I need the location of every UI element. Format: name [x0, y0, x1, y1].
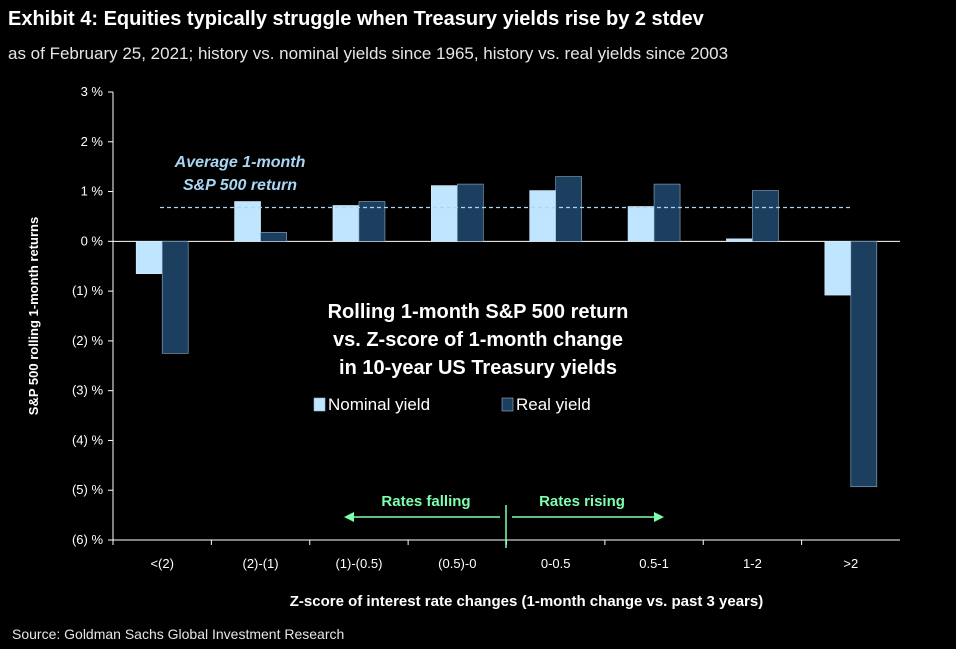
chart-bars: [135, 176, 878, 488]
x-axis-label: Z-score of interest rate changes (1-mont…: [290, 593, 763, 610]
y-tick-label: 2 %: [81, 134, 104, 149]
bar-real-1: [260, 232, 287, 242]
y-tick-label: (1) %: [72, 283, 104, 298]
bar-chart: S&P 500 rolling 1-month returns Z-score o…: [26, 84, 900, 610]
chart-title: Exhibit 4: Equities typically struggle w…: [8, 8, 704, 30]
bar-real-3: [457, 183, 484, 242]
bar-real-0: [161, 241, 189, 354]
y-tick-labels: 3 % 2 % 1 % 0 % (1) % (2) % (3) % (4) % (5) % (6)…: [72, 84, 104, 547]
bar-real-7: [850, 241, 878, 488]
x-tick-label: 0-0.5: [541, 556, 571, 571]
inset-text-line: vs. Z-score of 1-month change: [333, 329, 623, 351]
y-tick-label: (5) %: [72, 482, 104, 497]
inset-text-line: in 10-year US Treasury yields: [339, 357, 617, 379]
source-note: Source: Goldman Sachs Global Investment …: [12, 626, 345, 642]
legend-swatch: [313, 397, 326, 412]
average-return-label: Average 1-month: [174, 154, 306, 171]
y-tick-label: 3 %: [81, 84, 104, 99]
inset-text-line: Rolling 1-month S&P 500 return: [328, 301, 629, 323]
legend-swatch: [501, 397, 514, 412]
bar-nominal-0: [135, 241, 163, 274]
bar-nominal-7: [824, 241, 852, 296]
y-tick-label: (4) %: [72, 432, 104, 447]
legend-label: Real yield: [516, 395, 591, 414]
chart-axes: S&P 500 rolling 1-month returns Z-score o…: [26, 91, 900, 610]
y-axis-label: S&P 500 rolling 1-month returns: [26, 217, 41, 415]
y-tick-label: (3) %: [72, 383, 104, 398]
rates-rising-label: Rates rising: [539, 493, 625, 510]
x-tick-label: (0.5)-0: [438, 556, 476, 571]
y-tick-label: (2) %: [72, 333, 104, 348]
y-tick-label: 0 %: [81, 233, 104, 248]
bar-nominal-4: [529, 190, 556, 242]
bar-nominal-6: [726, 238, 753, 242]
x-tick-label: >2: [843, 556, 858, 571]
x-tick-label: (2)-(1): [243, 556, 279, 571]
bar-nominal-5: [627, 206, 655, 242]
rates-rising-arrowhead: [654, 512, 664, 522]
legend: Nominal yield Real yield: [313, 395, 591, 414]
y-tick-label: 1 %: [81, 184, 104, 199]
x-tick-label: 1-2: [743, 556, 762, 571]
x-tick-label: <(2): [150, 556, 173, 571]
rates-falling-arrowhead: [344, 512, 354, 522]
x-tick-label: 0.5-1: [639, 556, 669, 571]
x-tick-label: (1)-(0.5): [335, 556, 382, 571]
bar-real-5: [653, 183, 681, 242]
bar-real-6: [752, 190, 779, 242]
y-tick-label: (6) %: [72, 532, 104, 547]
average-return-label: S&P 500 return: [183, 177, 297, 194]
bar-nominal-3: [431, 185, 458, 242]
rates-falling-label: Rates falling: [381, 493, 470, 510]
bar-real-2: [358, 201, 386, 242]
chart-overlay: Average 1-month S&P 500 return Rolling 1-m…: [160, 154, 852, 548]
x-tick-labels: <(2) (2)-(1) (1)-(0.5) (0.5)-0 0-0.5 0.5-1 1-2…: [150, 556, 858, 571]
bar-nominal-1: [234, 201, 261, 242]
legend-label: Nominal yield: [328, 395, 430, 414]
bar-real-4: [555, 176, 582, 242]
chart-subtitle: as of February 25, 2021; history vs. nom…: [8, 44, 729, 63]
bar-nominal-2: [332, 205, 360, 242]
